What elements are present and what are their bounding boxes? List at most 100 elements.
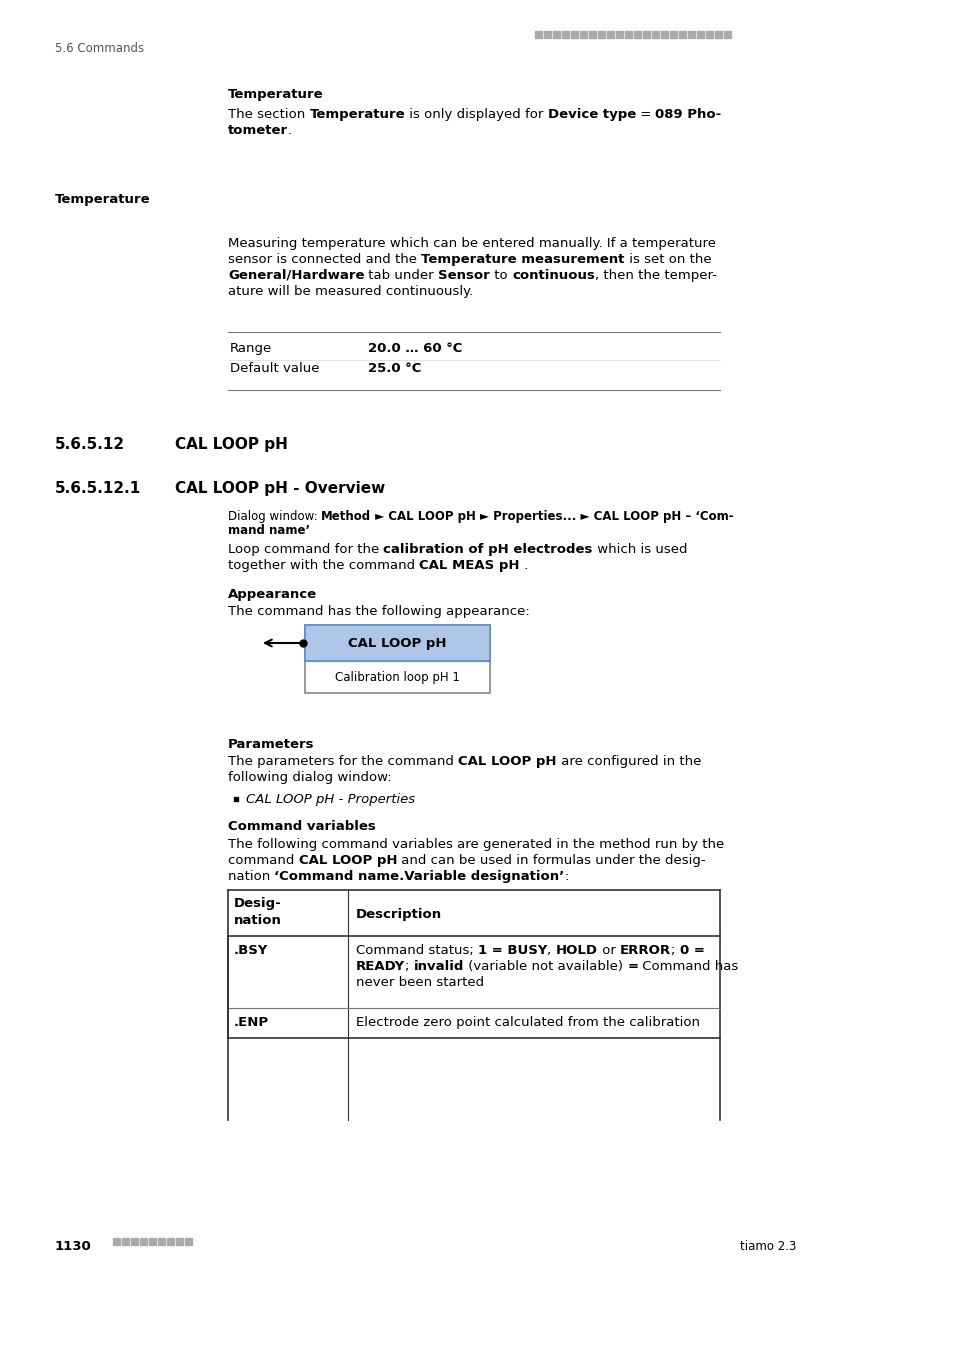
- Bar: [140, 1238, 147, 1245]
- Text: Command status;: Command status;: [355, 944, 477, 957]
- Text: The command has the following appearance:: The command has the following appearance…: [228, 605, 529, 618]
- Text: command: command: [228, 855, 298, 867]
- Text: Electrode zero point calculated from the calibration: Electrode zero point calculated from the…: [355, 1017, 700, 1029]
- Text: 20.0 … 60 °C: 20.0 … 60 °C: [368, 342, 462, 355]
- Bar: [185, 1238, 192, 1245]
- Text: Method: Method: [321, 510, 371, 522]
- Bar: [571, 31, 578, 38]
- Text: Temperature: Temperature: [228, 88, 323, 101]
- Text: together with the command: together with the command: [228, 559, 419, 572]
- Text: or: or: [598, 944, 619, 957]
- Text: CAL LOOP pH: CAL LOOP pH: [457, 755, 556, 768]
- Text: CAL LOOP pH: CAL LOOP pH: [174, 437, 288, 452]
- Bar: [651, 31, 659, 38]
- Text: HOLD: HOLD: [556, 944, 598, 957]
- Text: Calibration loop pH 1: Calibration loop pH 1: [335, 671, 459, 683]
- Text: is set on the: is set on the: [624, 252, 711, 266]
- Text: READY: READY: [355, 960, 405, 973]
- Text: ‘Command name.Variable designation’: ‘Command name.Variable designation’: [274, 869, 564, 883]
- Bar: [606, 31, 614, 38]
- FancyBboxPatch shape: [305, 625, 490, 662]
- Text: =: =: [627, 960, 638, 973]
- Text: Command has: Command has: [638, 960, 738, 973]
- Bar: [561, 31, 568, 38]
- Text: :: :: [564, 869, 569, 883]
- Text: General/Hardware: General/Hardware: [228, 269, 364, 282]
- Text: CAL LOOP pH - Overview: CAL LOOP pH - Overview: [174, 481, 385, 495]
- Text: Loop command for the: Loop command for the: [228, 543, 383, 556]
- Text: ERROR: ERROR: [619, 944, 670, 957]
- Text: Appearance: Appearance: [228, 589, 316, 601]
- Text: ;: ;: [670, 944, 679, 957]
- Text: 1 = BUSY: 1 = BUSY: [477, 944, 547, 957]
- Bar: [660, 31, 667, 38]
- Text: invalid: invalid: [414, 960, 464, 973]
- Bar: [697, 31, 703, 38]
- Bar: [588, 31, 596, 38]
- Text: is only displayed for: is only displayed for: [405, 108, 547, 122]
- Text: The section: The section: [228, 108, 309, 122]
- Text: CAL LOOP pH - Properties: CAL LOOP pH - Properties: [246, 792, 415, 806]
- Text: tab under: tab under: [364, 269, 438, 282]
- Text: =: =: [636, 108, 655, 122]
- Bar: [579, 31, 586, 38]
- Text: .: .: [519, 559, 528, 572]
- Text: ;: ;: [405, 960, 414, 973]
- Text: Dialog window:: Dialog window:: [228, 510, 321, 522]
- Text: ,: ,: [547, 944, 556, 957]
- Text: tometer: tometer: [228, 124, 288, 136]
- Text: CAL LOOP pH: CAL LOOP pH: [348, 636, 446, 649]
- Text: Default value: Default value: [230, 362, 319, 375]
- Text: Temperature: Temperature: [55, 193, 151, 207]
- Text: ► CAL LOOP pH ► Properties... ► CAL LOOP pH – ‘Com-: ► CAL LOOP pH ► Properties... ► CAL LOOP…: [371, 510, 734, 522]
- Bar: [598, 31, 604, 38]
- Text: nation: nation: [228, 869, 274, 883]
- Bar: [167, 1238, 173, 1245]
- Text: following dialog window:: following dialog window:: [228, 771, 392, 784]
- Text: tiamo 2.3: tiamo 2.3: [740, 1241, 796, 1253]
- Bar: [543, 31, 551, 38]
- Text: .ENP: .ENP: [233, 1017, 269, 1029]
- Bar: [705, 31, 712, 38]
- Bar: [616, 31, 622, 38]
- Text: , then the temper-: , then the temper-: [595, 269, 716, 282]
- Bar: [112, 1238, 120, 1245]
- Text: mand name’: mand name’: [228, 524, 310, 537]
- Bar: [149, 1238, 156, 1245]
- Bar: [642, 31, 649, 38]
- Text: 5.6.5.12: 5.6.5.12: [55, 437, 125, 452]
- Text: are configured in the: are configured in the: [556, 755, 700, 768]
- Text: never been started: never been started: [355, 976, 483, 990]
- Text: 25.0 °C: 25.0 °C: [368, 362, 421, 375]
- Text: continuous: continuous: [512, 269, 595, 282]
- Bar: [175, 1238, 183, 1245]
- Text: Range: Range: [230, 342, 272, 355]
- Text: Temperature measurement: Temperature measurement: [421, 252, 624, 266]
- Text: Sensor: Sensor: [438, 269, 490, 282]
- Text: CAL LOOP pH: CAL LOOP pH: [298, 855, 396, 867]
- Text: 1130: 1130: [55, 1241, 91, 1253]
- Text: CAL MEAS pH: CAL MEAS pH: [419, 559, 519, 572]
- Text: Temperature: Temperature: [309, 108, 405, 122]
- Text: Description: Description: [355, 909, 441, 921]
- Text: to: to: [490, 269, 512, 282]
- Text: (variable not available): (variable not available): [464, 960, 627, 973]
- Bar: [122, 1238, 129, 1245]
- Bar: [679, 31, 685, 38]
- Text: Parameters: Parameters: [228, 738, 314, 751]
- Bar: [131, 1238, 138, 1245]
- Text: and can be used in formulas under the desig-: and can be used in formulas under the de…: [396, 855, 705, 867]
- Text: Device type: Device type: [547, 108, 636, 122]
- Text: 5.6.5.12.1: 5.6.5.12.1: [55, 481, 141, 495]
- Text: 0 =: 0 =: [679, 944, 703, 957]
- Text: .BSY: .BSY: [233, 944, 268, 957]
- Bar: [687, 31, 695, 38]
- Text: The following command variables are generated in the method run by the: The following command variables are gene…: [228, 838, 723, 850]
- Text: which is used: which is used: [592, 543, 687, 556]
- Text: Command variables: Command variables: [228, 819, 375, 833]
- Text: 089 Pho-: 089 Pho-: [655, 108, 721, 122]
- Text: 5.6 Commands: 5.6 Commands: [55, 42, 144, 55]
- Bar: [535, 31, 541, 38]
- Text: The parameters for the command: The parameters for the command: [228, 755, 457, 768]
- Bar: [714, 31, 721, 38]
